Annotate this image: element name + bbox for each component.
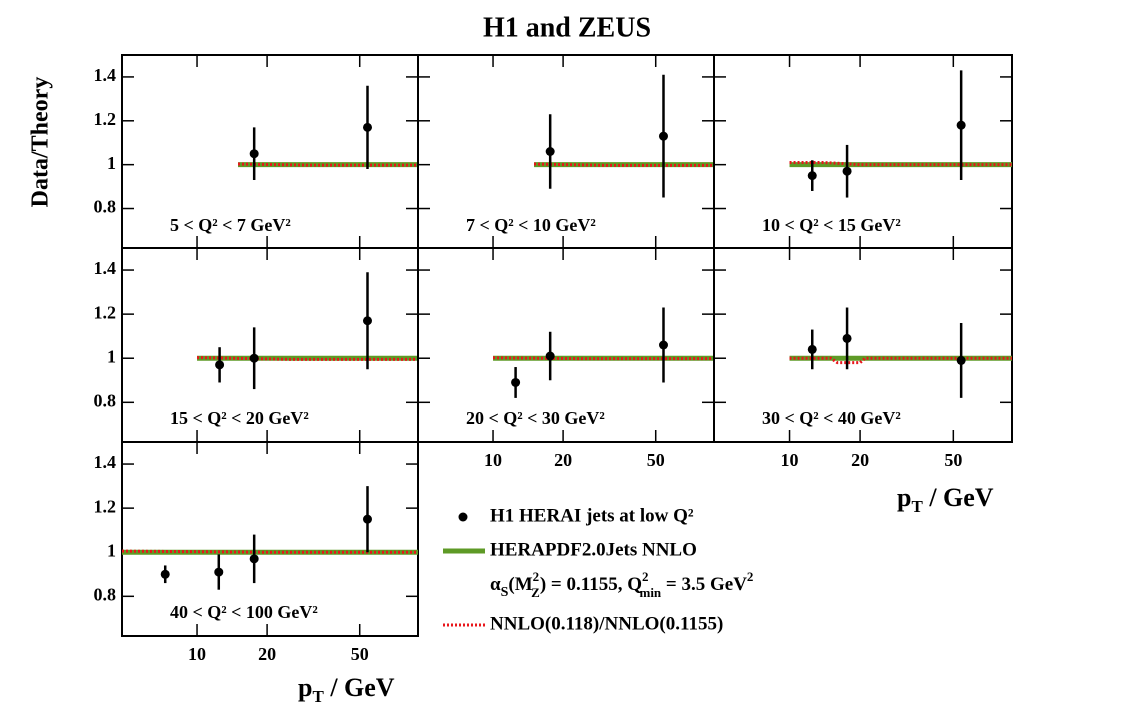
x-axis-label-part: / GeV [324,673,395,702]
legend-detail-part: = 3.5 GeV [661,574,747,595]
data-point [362,122,372,132]
legend-detail-part: Z [531,585,540,600]
y-tick-label: 1 [107,540,116,560]
legend-detail-part: ) = 0.1155, Q [540,574,642,595]
ratio-line [197,356,418,361]
data-point [362,316,372,326]
data-point [249,353,259,363]
data-point [249,149,259,159]
x-tick-label: 50 [944,450,962,470]
data-point [214,567,224,577]
x-tick-label: 20 [258,644,276,664]
legend-detail-part: (M [508,574,532,595]
panel-label: 5 < Q² < 7 GeV² [170,215,291,235]
panel-frame [713,247,1013,443]
data-point [545,351,555,361]
data-point [658,131,668,141]
legend-detail-part: min [639,585,661,600]
y-tick-label: 1 [107,153,116,173]
legend-detail-part: α [490,574,501,595]
legend-label: H1 HERAI jets at low Q² [490,505,694,526]
y-tick-label: 1.2 [94,496,117,516]
panel-label: 20 < Q² < 30 GeV² [466,408,605,428]
legend-detail-part: 2 [747,569,754,584]
data-point [956,120,966,130]
x-axis-label-part: / GeV [923,483,994,512]
legend-detail-part: 2 [533,569,540,584]
legend-label: HERAPDF2.0Jets NNLO [490,539,697,560]
data-point [658,340,668,350]
data-point [215,360,225,370]
panel-frame [121,441,419,637]
ratio-line [789,160,1012,167]
panel-label: 7 < Q² < 10 GeV² [466,215,596,235]
panel-label: 30 < Q² < 40 GeV² [762,408,901,428]
x-axis-label: pT / GeV [298,673,395,706]
y-tick-label: 1.4 [94,258,117,278]
x-tick-label: 10 [781,450,799,470]
y-axis-label: Data/Theory [28,77,54,208]
data-point [956,355,966,365]
x-tick-label: 50 [351,644,369,664]
y-tick-label: 0.8 [94,584,117,604]
x-axis-label: pT / GeV [897,483,994,516]
legend-detail: αS(M2 Z) = 0.1155, Q2 min = 3.5 GeV2 [490,569,753,600]
x-axis-label-part: T [312,687,324,706]
y-tick-label: 1.4 [94,65,117,85]
ratio-line [493,356,714,361]
legend-label: NNLO(0.118)/NNLO(0.1155) [490,613,723,634]
y-tick-label: 1.2 [94,109,117,129]
data-point [249,554,259,564]
x-tick-label: 10 [484,450,502,470]
data-point [160,569,170,579]
panel-label: 15 < Q² < 20 GeV² [170,408,309,428]
panel-label: 10 < Q² < 15 GeV² [762,215,901,235]
data-point [362,514,372,524]
data-point [511,377,521,387]
y-tick-label: 0.8 [94,390,117,410]
legend-marker [458,512,468,522]
x-axis-label-part: p [897,483,911,512]
y-tick-label: 1.2 [94,302,117,322]
panel-label: 40 < Q² < 100 GeV² [170,602,318,622]
x-axis-label-part: T [911,497,923,516]
legend-detail-part: 2 [642,569,649,584]
x-axis-label-part: p [298,673,312,702]
data-point [842,166,852,176]
data-point [842,333,852,343]
data-point [807,344,817,354]
data-point [807,171,817,181]
x-tick-label: 20 [554,450,572,470]
ratio-line [789,356,1012,365]
y-tick-label: 1.4 [94,452,117,472]
title: H1 and ZEUS [483,12,651,43]
y-tick-label: 1 [107,346,116,366]
x-tick-label: 10 [188,644,206,664]
x-tick-label: 20 [851,450,869,470]
legend-detail-part: S [501,585,509,600]
x-tick-label: 50 [647,450,665,470]
data-point [545,147,555,156]
y-tick-label: 0.8 [94,197,117,217]
